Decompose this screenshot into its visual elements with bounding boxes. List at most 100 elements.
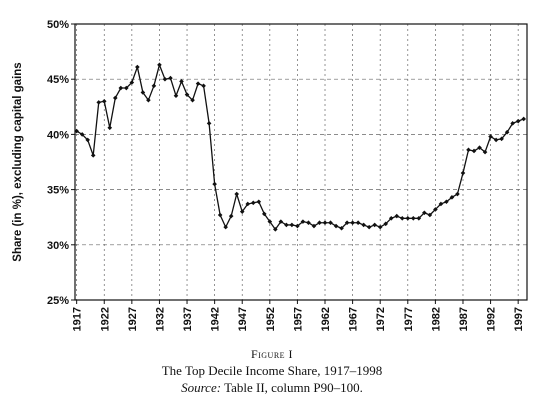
data-point bbox=[339, 225, 344, 231]
data-point bbox=[173, 93, 179, 99]
data-point bbox=[179, 79, 184, 84]
x-tick-label: 1932 bbox=[154, 307, 166, 331]
data-point bbox=[444, 199, 449, 205]
data-point bbox=[140, 90, 146, 95]
data-point bbox=[124, 85, 129, 91]
data-point bbox=[256, 199, 262, 205]
plot-frame bbox=[74, 23, 528, 301]
data-point bbox=[488, 134, 493, 139]
data-point bbox=[350, 220, 355, 226]
data-point bbox=[438, 201, 444, 207]
data-point bbox=[521, 116, 526, 122]
y-tick-label: 30% bbox=[47, 240, 69, 252]
x-tick-label: 1957 bbox=[292, 307, 304, 331]
data-point bbox=[146, 97, 151, 103]
data-point bbox=[499, 136, 504, 142]
data-point bbox=[471, 148, 477, 154]
data-point bbox=[449, 195, 455, 200]
x-tick-label: 1937 bbox=[182, 307, 194, 331]
y-tick-label: 50% bbox=[47, 19, 69, 31]
data-point bbox=[399, 216, 405, 221]
data-point bbox=[273, 227, 278, 232]
data-point bbox=[250, 200, 256, 206]
data-point bbox=[394, 213, 400, 219]
data-point bbox=[129, 80, 135, 85]
data-point bbox=[405, 216, 411, 221]
source-text: Table II, column P90–100. bbox=[224, 380, 363, 395]
data-point bbox=[151, 83, 157, 89]
data-point bbox=[515, 118, 521, 124]
data-point bbox=[422, 210, 427, 216]
data-point bbox=[239, 209, 245, 214]
figure-title: The Top Decile Income Share, 1917–1998 bbox=[161, 363, 383, 378]
data-point bbox=[101, 98, 107, 104]
data-point bbox=[112, 95, 118, 101]
x-tick-label: 1952 bbox=[265, 307, 277, 331]
data-point bbox=[85, 137, 90, 143]
data-point bbox=[157, 62, 162, 68]
data-point bbox=[96, 100, 102, 105]
data-point bbox=[212, 181, 217, 187]
y-tick-label: 45% bbox=[47, 74, 69, 86]
x-tick-label: 1982 bbox=[430, 307, 442, 331]
data-point bbox=[261, 211, 267, 217]
data-point bbox=[267, 219, 273, 224]
data-series bbox=[74, 62, 526, 232]
data-point bbox=[217, 212, 223, 218]
data-point bbox=[206, 121, 212, 126]
x-tick-label: 1947 bbox=[237, 307, 249, 331]
source-label: Source: bbox=[181, 380, 222, 395]
figure-source: Source: Table II, column P90–100. bbox=[0, 380, 544, 396]
data-point bbox=[234, 191, 240, 197]
data-point bbox=[228, 213, 234, 219]
data-point bbox=[184, 92, 190, 97]
data-point bbox=[482, 149, 488, 155]
x-tick-label: 1962 bbox=[320, 307, 332, 331]
data-point bbox=[388, 216, 394, 221]
data-point bbox=[74, 128, 79, 134]
x-tick-label: 1997 bbox=[513, 307, 525, 331]
data-point bbox=[466, 147, 471, 153]
data-point bbox=[223, 224, 228, 230]
data-point bbox=[510, 121, 515, 126]
data-point bbox=[79, 132, 85, 137]
data-point bbox=[289, 222, 295, 228]
data-point bbox=[317, 220, 322, 226]
data-point bbox=[411, 216, 416, 221]
figure-label: Figure I bbox=[250, 347, 294, 361]
data-point bbox=[366, 224, 372, 230]
data-point bbox=[361, 222, 366, 228]
data-point bbox=[377, 224, 383, 230]
data-point bbox=[284, 222, 289, 228]
data-point bbox=[278, 219, 284, 224]
data-point bbox=[344, 220, 350, 226]
data-point bbox=[372, 222, 377, 228]
y-tick-label: 40% bbox=[47, 129, 69, 141]
grid-lines bbox=[75, 24, 527, 300]
x-tick-label: 1977 bbox=[403, 307, 415, 331]
x-tick-label: 1987 bbox=[458, 307, 470, 331]
data-point bbox=[433, 207, 438, 212]
data-point bbox=[328, 220, 333, 226]
data-point bbox=[460, 170, 466, 176]
data-point bbox=[477, 145, 482, 150]
data-point bbox=[427, 212, 433, 218]
data-point bbox=[245, 201, 251, 207]
x-tick-label: 1967 bbox=[348, 307, 360, 331]
data-point bbox=[168, 75, 173, 81]
x-tick-label: 1942 bbox=[210, 307, 222, 331]
line-chart: 25% 30% 35% 40% 45% 50% 1917 1922 1927 1932 1937 19… bbox=[12, 19, 528, 331]
x-tick-label: 1927 bbox=[127, 307, 139, 331]
data-point bbox=[90, 153, 96, 158]
x-tick-label: 1917 bbox=[72, 307, 84, 331]
data-point bbox=[295, 223, 300, 229]
data-point bbox=[416, 216, 422, 221]
data-point bbox=[118, 85, 124, 91]
x-tick-label: 1972 bbox=[375, 307, 387, 331]
data-point bbox=[383, 221, 389, 227]
data-point bbox=[306, 220, 311, 226]
data-point bbox=[455, 191, 460, 197]
data-point bbox=[201, 83, 206, 89]
data-point bbox=[355, 220, 361, 226]
x-tick-label: 1992 bbox=[486, 307, 498, 331]
